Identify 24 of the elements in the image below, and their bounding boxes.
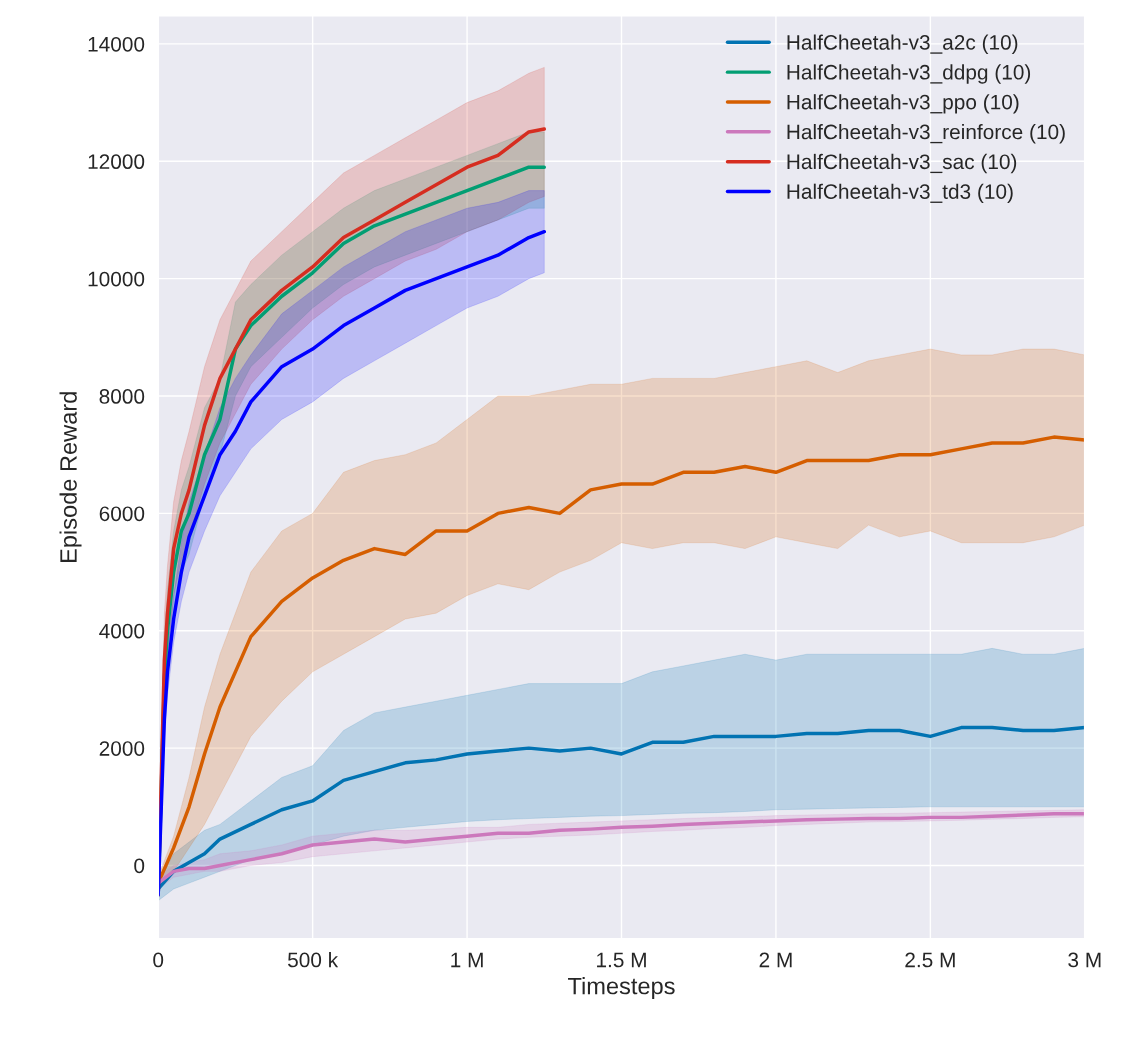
y-axis-title: Episode Reward [59,392,82,562]
x-tick-label: 1.5 M [597,952,646,968]
y-tick-label: 12000 [88,154,145,170]
x-tick-label: 0 [153,952,164,968]
legend-label: HalfCheetah-v3_reinforce (10) [787,124,1065,144]
legend-label: HalfCheetah-v3_sac (10) [787,153,1017,174]
x-axis-title: Timesteps [568,977,675,1000]
x-tick-label: 500 k [287,952,339,968]
y-tick-label: 0 [134,858,145,874]
line-series [158,725,1085,891]
x-tick-label: 2 M [759,952,792,968]
legend-label: HalfCheetah-v3_ppo (10) [787,94,1019,114]
y-tick-label: 4000 [99,623,145,639]
legend-label: HalfCheetah-v3_ddpg (10) [787,64,1031,84]
x-tick-label: 2.5 M [905,952,955,968]
y-tick-label: 6000 [99,506,145,522]
x-tick-label: 3 M [1068,952,1101,968]
x-tick-label: 1 M [451,952,483,968]
legend-label: HalfCheetah-v3_td3 (10) [787,183,1013,204]
y-tick-label: 10000 [88,271,145,287]
y-tick-label: 2000 [99,741,145,756]
y-tick-label: 8000 [99,389,145,404]
y-tick-label: 14000 [88,36,145,52]
legend-label: HalfCheetah-v3_a2c (10) [787,34,1018,54]
